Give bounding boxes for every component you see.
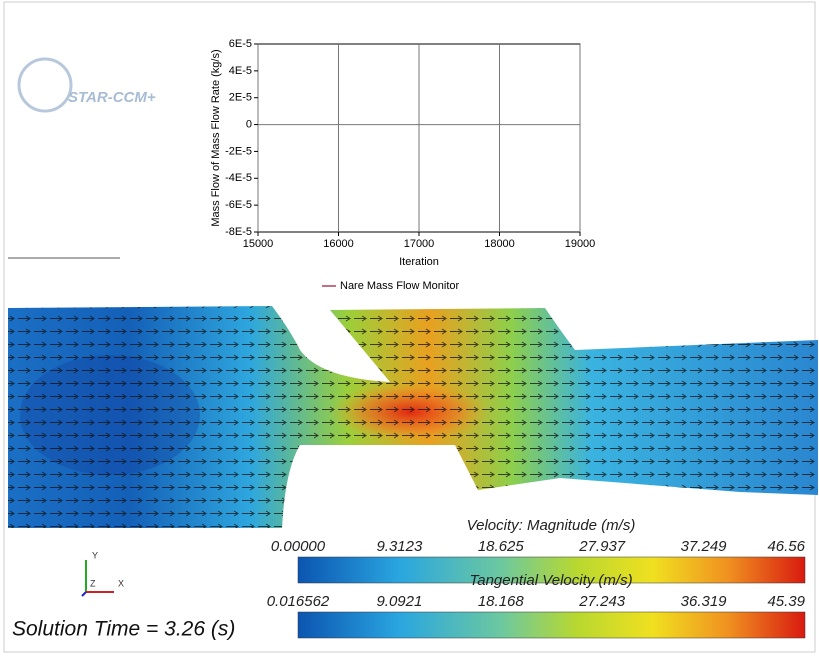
scalar-bar-label: 9.0921 — [376, 593, 422, 610]
x-tick-label: 19000 — [565, 238, 596, 250]
x-axis-label: Iteration — [399, 256, 439, 268]
scalar-bar-label: 0.016562 — [267, 593, 330, 610]
logo: STAR-CCM+ — [17, 57, 156, 113]
y-tick-label: 2E-5 — [229, 92, 252, 104]
y-tick-label: -8E-5 — [225, 226, 252, 238]
scalar-bar-title: Tangential Velocity (m/s) — [469, 572, 632, 589]
scalar-bar-title: Velocity: Magnitude (m/s) — [467, 517, 636, 534]
y-tick-label: -6E-5 — [225, 199, 252, 211]
line-chart: 15000 16000 17000 18000 19000 6E-5 4E-5 2E-5 0 -2… — [210, 38, 595, 292]
scalar-bar-label: 0.00000 — [271, 538, 326, 555]
x-tick-label: 16000 — [323, 238, 354, 250]
triad-label: Z — [90, 578, 96, 588]
x-tick-label: 15000 — [243, 238, 274, 250]
scalar-bar-label: 45.39 — [767, 593, 805, 610]
triad-label: X — [118, 578, 124, 588]
y-tick-label: 6E-5 — [229, 38, 252, 50]
triad-z — [81, 591, 87, 597]
axes-triad: Y Z X — [81, 550, 124, 597]
color-bar — [297, 556, 806, 584]
y-tick-label: 4E-5 — [229, 65, 252, 77]
scalar-bar-label: 27.243 — [578, 593, 626, 610]
x-tick-label: 17000 — [404, 238, 435, 250]
scalar-bars: Velocity: Magnitude (m/s) 0.00000 9.3123 18… — [267, 517, 806, 639]
scalar-bar-label: 37.249 — [681, 538, 728, 555]
color-bar — [297, 611, 806, 639]
logo-text: STAR-CCM+ — [68, 89, 156, 106]
scalar-bar-label: 46.56 — [767, 538, 805, 555]
scalar-bar-label: 9.3123 — [376, 538, 423, 555]
legend-label: Nare Mass Flow Monitor — [340, 280, 460, 292]
frame — [3, 1, 816, 653]
scalar-bar-label: 36.319 — [681, 593, 728, 610]
y-axis-label: Mass Flow of Mass Flow Rate (kg/s) — [210, 49, 222, 226]
y-tick-label: 0 — [246, 118, 252, 130]
x-tick-label: 18000 — [484, 238, 515, 250]
scalar-bar-label: 18.168 — [478, 593, 525, 610]
scalar-bar-label: 18.625 — [478, 538, 525, 555]
y-tick-label: -4E-5 — [225, 172, 252, 184]
scalar-bar-label: 27.937 — [578, 538, 626, 555]
logo-ring — [17, 57, 73, 113]
solution-time: Solution Time = 3.26 (s) — [12, 618, 235, 641]
triad-label: Y — [92, 550, 98, 560]
y-tick-label: -2E-5 — [225, 145, 252, 157]
